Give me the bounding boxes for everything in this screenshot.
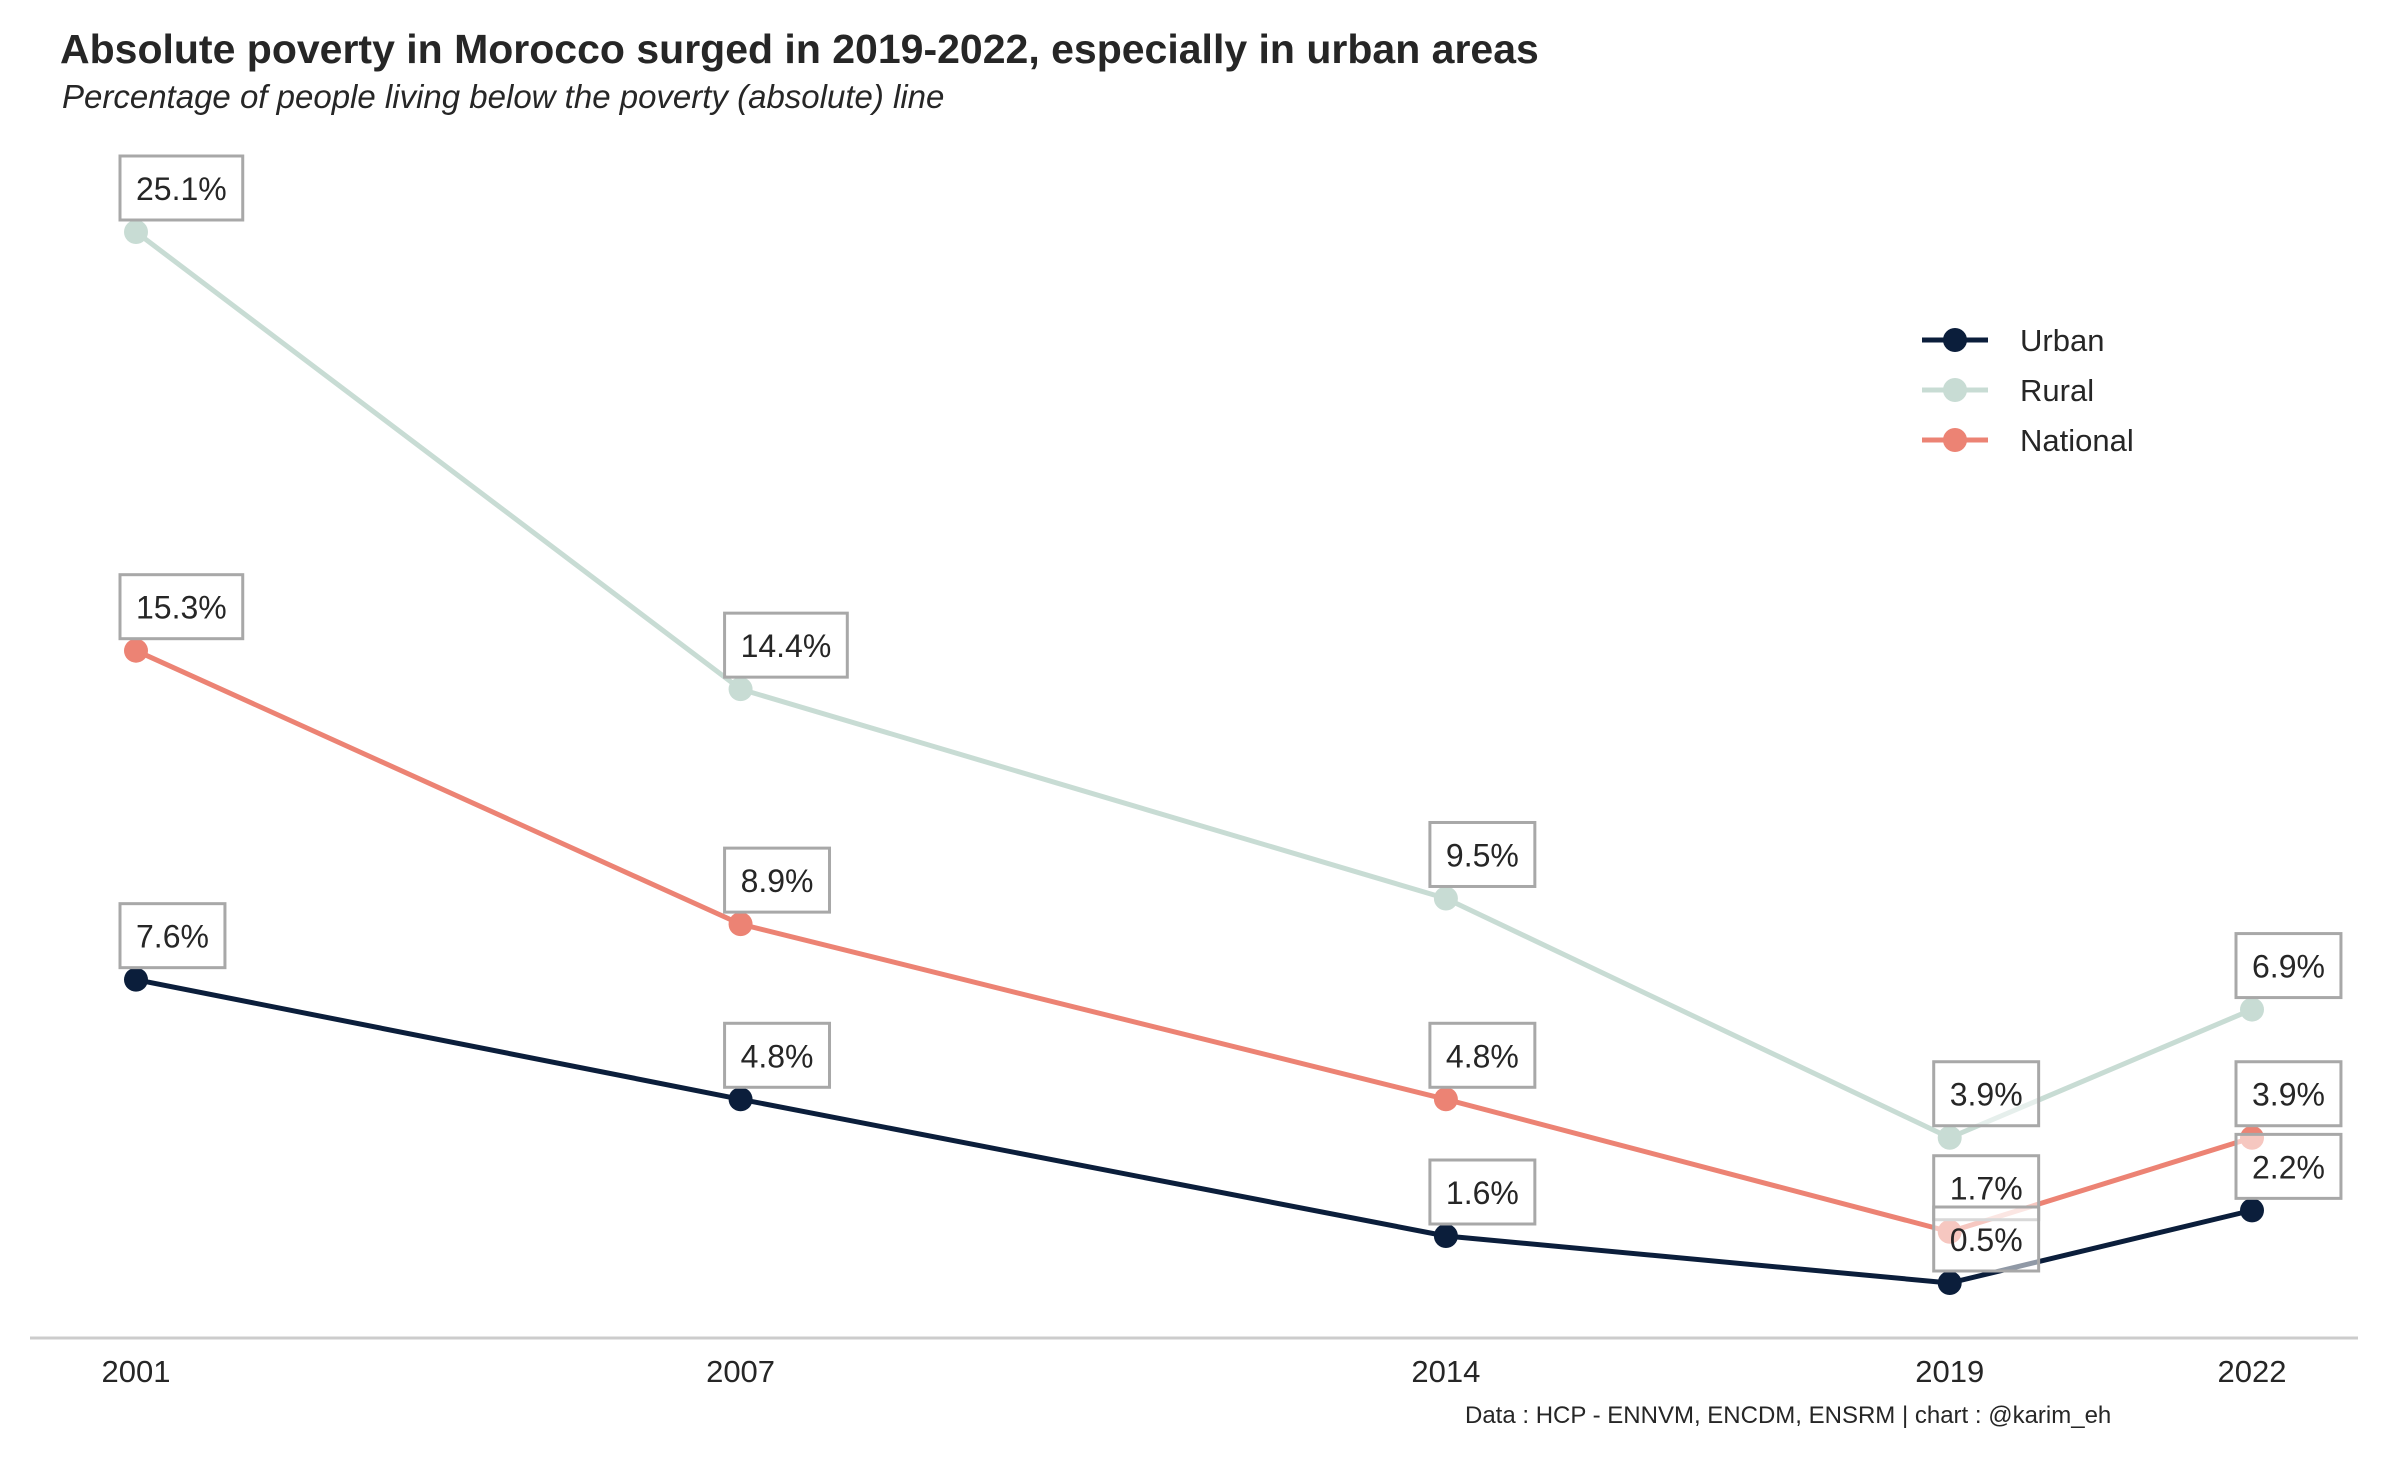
point-urban-2014 — [1433, 1224, 1458, 1249]
data-label-box — [723, 1021, 832, 1089]
data-label-rural-2001: 25.1% — [118, 154, 245, 222]
point-rural-2019 — [1937, 1125, 1962, 1150]
legend-item-rural[interactable]: Rural — [1922, 373, 2094, 408]
x-tick-2022: 2022 — [2218, 1354, 2287, 1389]
point-urban-2019 — [1937, 1271, 1962, 1295]
point-urban-2007 — [728, 1087, 753, 1112]
x-tick-2001: 2001 — [102, 1354, 171, 1389]
data-label-box — [1428, 1021, 1537, 1089]
legend-swatch-marker — [1943, 328, 1967, 352]
data-label-rural-2007: 14.4% — [723, 611, 849, 679]
data-label-box — [2234, 1060, 2343, 1128]
chart-subtitle: Percentage of people living below the po… — [62, 78, 944, 115]
x-tick-2019: 2019 — [1915, 1354, 1984, 1389]
x-tick-layer: 2001 2007 2014 2019 2022 — [102, 1354, 2287, 1389]
data-label-urban-2019: 0.5% — [1932, 1205, 2041, 1273]
data-label-urban-2014: 1.6% — [1428, 1158, 1537, 1226]
legend-swatch-marker — [1943, 378, 1967, 402]
data-label-box — [2234, 932, 2343, 1000]
legend-label: National — [2020, 423, 2134, 458]
data-label-urban-2007: 4.8% — [723, 1021, 832, 1089]
point-national-2001 — [124, 638, 148, 663]
data-label-text: 1.6% — [1446, 1175, 1519, 1211]
data-label-text: 3.9% — [2252, 1077, 2325, 1113]
source-note: Data : HCP - ENNVM, ENCDM, ENSRM | chart… — [1465, 1402, 2111, 1429]
point-rural-2007 — [728, 677, 753, 702]
series-urban — [124, 967, 2264, 1295]
series-rural — [124, 220, 2264, 1150]
data-label-text: 6.9% — [2252, 949, 2325, 985]
legend-item-urban[interactable]: Urban — [1922, 323, 2104, 358]
data-label-box — [118, 154, 245, 222]
series-national — [124, 638, 2264, 1244]
data-label-box — [1428, 1158, 1537, 1226]
data-label-text: 15.3% — [136, 590, 227, 626]
data-label-text: 0.5% — [1950, 1222, 2023, 1258]
data-label-text: 4.8% — [741, 1038, 814, 1074]
data-label-urban-2022: 2.2% — [2234, 1132, 2343, 1200]
series-line-national — [134, 648, 2253, 1235]
legend-label: Rural — [2020, 373, 2094, 408]
data-label-text: 3.9% — [1950, 1077, 2023, 1113]
data-label-box — [723, 611, 849, 679]
point-rural-2022 — [2240, 997, 2264, 1022]
data-label-text: 14.4% — [741, 628, 832, 664]
point-rural-2014 — [1433, 886, 1458, 911]
data-label-text: 4.8% — [1446, 1038, 1519, 1074]
legend[interactable]: Urban Rural National — [1922, 323, 2134, 458]
chart-title: Absolute poverty in Morocco surged in 20… — [60, 26, 1539, 72]
data-label-national-2022: 3.9% — [2234, 1060, 2343, 1128]
data-label-rural-2014: 9.5% — [1428, 820, 1537, 888]
point-urban-2022 — [2240, 1198, 2264, 1223]
data-label-text: 7.6% — [136, 919, 209, 955]
data-label-box — [118, 902, 227, 970]
data-label-urban-2001: 7.6% — [118, 902, 227, 970]
legend-swatch-marker — [1943, 428, 1967, 452]
data-label-text: 2.2% — [2252, 1149, 2325, 1185]
x-tick-2014: 2014 — [1411, 1354, 1480, 1389]
data-label-text: 9.5% — [1446, 837, 1519, 873]
data-label-box — [1932, 1205, 2041, 1273]
data-label-text: 25.1% — [136, 171, 227, 207]
data-label-national-2007: 8.9% — [723, 846, 832, 914]
data-label-national-2001: 15.3% — [118, 573, 245, 641]
data-label-national-2014: 4.8% — [1428, 1021, 1537, 1089]
point-rural-2001 — [124, 220, 148, 244]
x-tick-2007: 2007 — [706, 1354, 775, 1389]
legend-item-national[interactable]: National — [1922, 423, 2134, 458]
legend-label: Urban — [2020, 323, 2104, 358]
series-layer — [124, 220, 2264, 1295]
data-label-box — [1428, 820, 1537, 888]
point-urban-2001 — [124, 967, 148, 992]
data-label-box — [118, 573, 245, 641]
point-national-2014 — [1433, 1087, 1458, 1112]
point-national-2007 — [728, 912, 753, 937]
data-label-box — [2234, 1132, 2343, 1200]
series-line-rural — [134, 230, 2253, 1141]
data-label-layer: 25.1% 14.4% 9.5% 3.9% 6.9% 15.3% 8.9% 4.8% 1.7% 3… — [118, 154, 2343, 1273]
data-label-text: 1.7% — [1950, 1171, 2023, 1207]
data-label-rural-2022: 6.9% — [2234, 932, 2343, 1000]
data-label-box — [1932, 1060, 2041, 1128]
data-label-text: 8.9% — [741, 863, 814, 899]
data-label-rural-2019: 3.9% — [1932, 1060, 2041, 1128]
data-label-box — [723, 846, 832, 914]
